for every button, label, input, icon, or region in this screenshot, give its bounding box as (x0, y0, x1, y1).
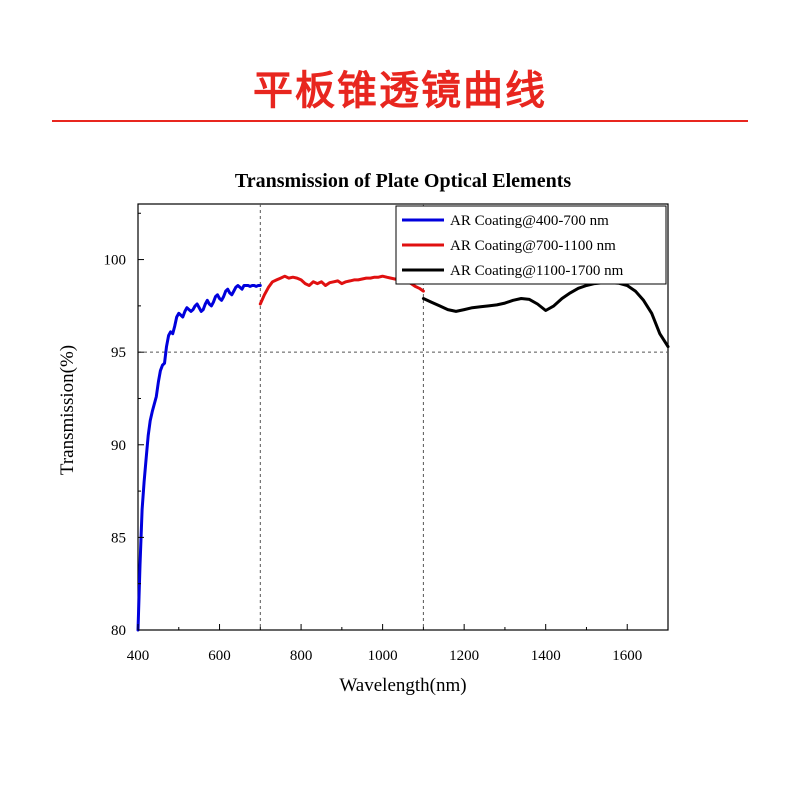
series-line-3 (421, 281, 670, 349)
x-tick-label: 800 (290, 648, 313, 664)
legend-label-1: AR Coating@400-700 nm (450, 213, 609, 229)
y-tick-label: 95 (111, 345, 126, 361)
series-lines (136, 274, 670, 632)
y-tick-label: 85 (111, 530, 126, 546)
page-title: 平板锥透镜曲线 (253, 68, 547, 114)
x-tick-label: 1200 (449, 648, 479, 664)
legend-label-3: AR Coating@1100-1700 nm (450, 263, 624, 279)
y-axis: 80 85 90 95 100 (104, 212, 144, 639)
x-tick-label: 400 (127, 648, 150, 664)
y-tick-label: 80 (111, 623, 126, 639)
y-tick-label: 90 (111, 438, 126, 454)
x-tick-label: 1600 (612, 648, 642, 664)
x-tick-label: 600 (208, 648, 231, 664)
legend: AR Coating@400-700 nm AR Coating@700-1100… (395, 205, 667, 285)
x-tick-label: 1000 (368, 648, 398, 664)
title-divider (52, 120, 748, 122)
plot-frame (137, 203, 669, 631)
chart-title: Transmission of Plate Optical Elements (235, 170, 571, 192)
y-tick-label: 100 (104, 253, 127, 269)
series-line-1 (136, 284, 262, 632)
y-axis-label: Transmission(%) (57, 345, 78, 475)
reference-lines (138, 204, 668, 630)
legend-label-2: AR Coating@700-1100 nm (450, 238, 616, 254)
x-axis-label: Wavelength(nm) (339, 675, 466, 696)
x-tick-label: 1400 (531, 648, 561, 664)
x-axis: 400 600 800 1000 1200 1400 1600 (127, 624, 642, 664)
